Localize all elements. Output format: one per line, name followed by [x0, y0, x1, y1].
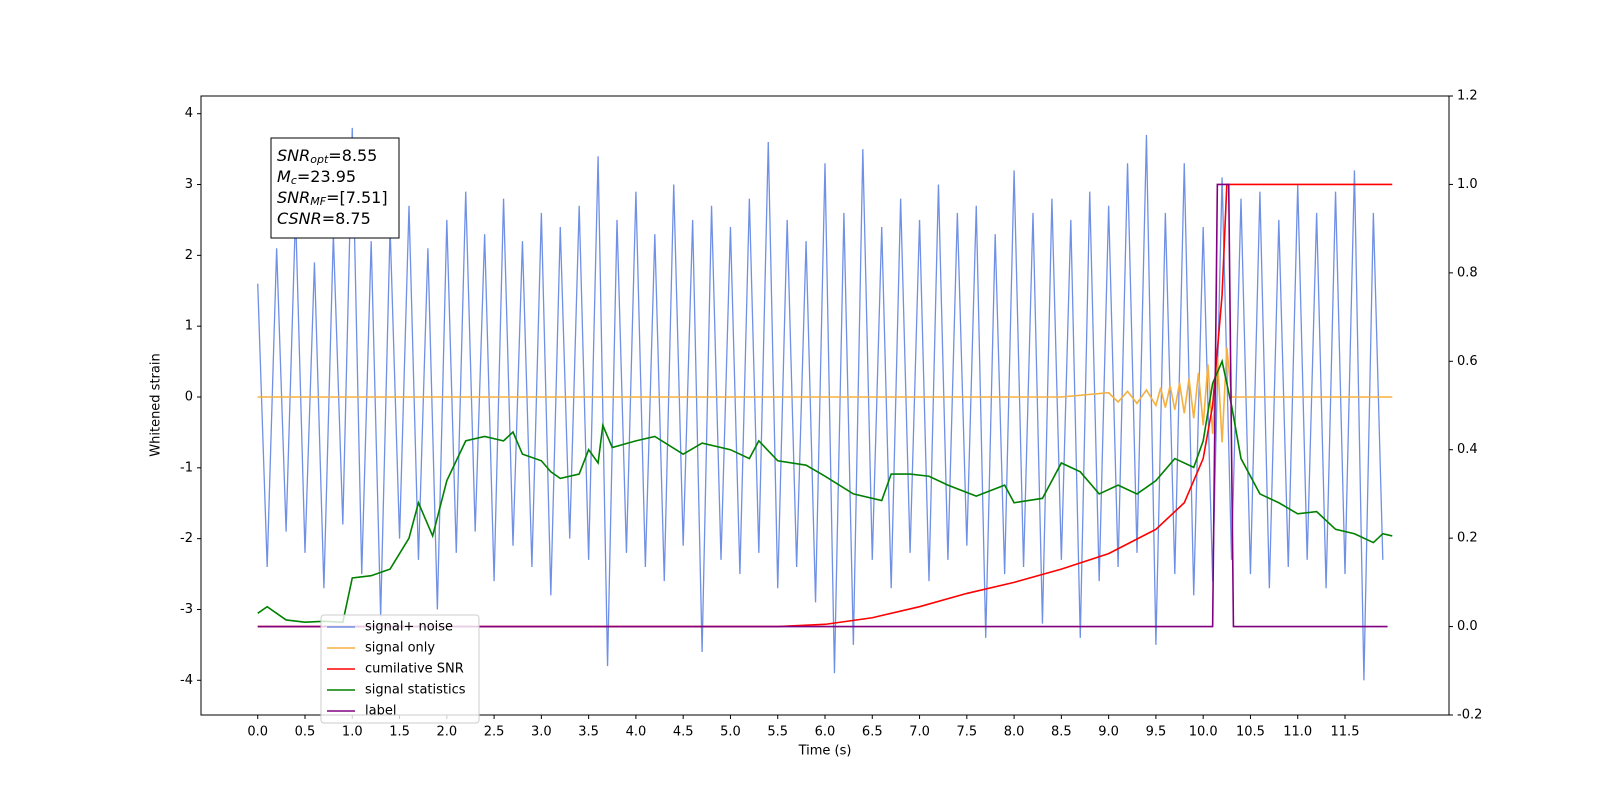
x-tick-label: 7.5 [956, 725, 977, 740]
y-axis-label: Whitened strain [149, 353, 164, 456]
x-tick-label: 10.5 [1236, 725, 1265, 740]
y-tick-label: -2 [180, 531, 193, 546]
annotation-text: =8.75 [322, 209, 371, 228]
x-tick-label: 4.0 [626, 725, 647, 740]
x-tick-label: 9.5 [1146, 725, 1167, 740]
x-tick-label: 2.5 [484, 725, 505, 740]
x-tick-label: 4.5 [673, 725, 694, 740]
y-tick-label: 1 [185, 319, 193, 334]
x-tick-label: 5.0 [720, 725, 741, 740]
x-tick-label: 2.0 [436, 725, 457, 740]
y-tick-label: -4 [180, 673, 193, 688]
x-tick-label: 8.5 [1051, 725, 1072, 740]
plot-layer [257, 127, 1393, 681]
x-tick-label: 0.0 [247, 725, 268, 740]
y-tick-label: 3 [185, 177, 193, 192]
annotation-text: =[7.51] [326, 188, 388, 207]
y-tick-label: 2 [185, 248, 193, 263]
annotation-subscript: opt [310, 153, 329, 166]
x-tick-label: 1.0 [342, 725, 363, 740]
y2-tick-label: 0.4 [1457, 442, 1478, 457]
annotation-symbol: SNR [277, 146, 310, 165]
y2-tick-label: 0.2 [1457, 531, 1478, 546]
legend-label: signal statistics [365, 683, 466, 698]
y2-tick-label: 0.8 [1457, 265, 1478, 280]
legend-label: cumilative SNR [365, 662, 464, 677]
y-tick-label: 4 [185, 106, 193, 121]
legend-label: label [365, 704, 396, 719]
annotation-text: =23.95 [297, 167, 356, 186]
x-tick-label: 6.5 [862, 725, 883, 740]
annotation: SNRMF=[7.51] [277, 188, 388, 209]
x-tick-label: 10.0 [1189, 725, 1218, 740]
annotation-symbol: M [277, 167, 291, 186]
y2-tick-label: -0.2 [1457, 708, 1482, 723]
y-tick-label: 0 [185, 390, 193, 405]
y2-tick-label: 0.0 [1457, 619, 1478, 634]
x-tick-label: 11.0 [1283, 725, 1312, 740]
series-line [257, 183, 1388, 628]
annotation-symbol: CSNR [277, 209, 322, 228]
y2-tick-label: 1.0 [1457, 177, 1478, 192]
annotation: Mc=23.95 [277, 167, 356, 188]
x-tick-label: 8.0 [1004, 725, 1025, 740]
x-tick-label: 5.5 [767, 725, 788, 740]
series-line [257, 358, 1393, 623]
x-tick-label: 0.5 [295, 725, 316, 740]
x-axis-label: Time (s) [798, 744, 852, 759]
series-line [257, 183, 1393, 628]
x-tick-label: 6.0 [815, 725, 836, 740]
y2-tick-label: 0.6 [1457, 354, 1478, 369]
y-tick-label: -3 [180, 602, 193, 617]
x-tick-label: 3.5 [578, 725, 599, 740]
y-tick-label: -1 [180, 460, 193, 475]
annotation-text: =8.55 [328, 146, 377, 165]
x-tick-label: 7.0 [909, 725, 930, 740]
x-tick-label: 3.0 [531, 725, 552, 740]
annotation: CSNR=8.75 [277, 209, 371, 228]
annotation-subscript: MF [310, 195, 326, 208]
x-tick-label: 9.0 [1098, 725, 1119, 740]
legend-label: signal only [365, 641, 435, 656]
annotation: SNRopt=8.55 [277, 146, 377, 167]
y2-tick-label: 1.2 [1457, 89, 1478, 104]
annotation-symbol: SNR [277, 188, 310, 207]
x-tick-label: 11.5 [1331, 725, 1360, 740]
series-line [257, 127, 1384, 681]
annotation-box [270, 137, 400, 239]
legend-label: signal+ noise [365, 620, 453, 635]
x-tick-label: 1.5 [389, 725, 410, 740]
annotation-subscript: c [291, 174, 297, 187]
legend-box [320, 614, 480, 724]
